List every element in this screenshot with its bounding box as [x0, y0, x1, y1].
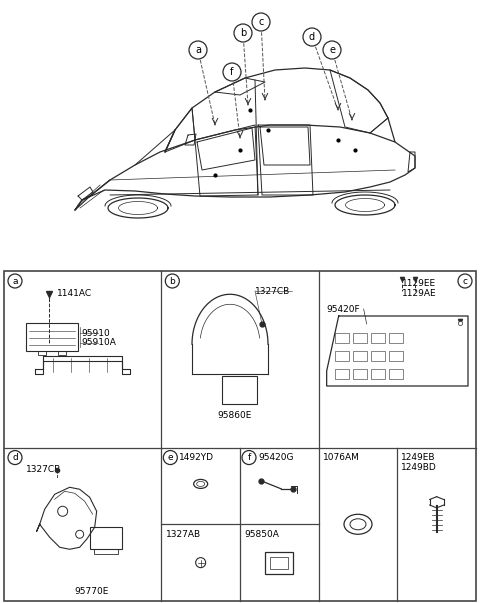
Text: f: f	[247, 453, 251, 462]
Circle shape	[8, 274, 22, 288]
Text: 95770E: 95770E	[75, 587, 109, 596]
Bar	[335, 369, 348, 379]
Text: 95860E: 95860E	[218, 411, 252, 420]
Bar	[389, 351, 403, 361]
Bar	[371, 369, 384, 379]
Text: b: b	[240, 28, 246, 38]
Text: 1076AM: 1076AM	[323, 453, 360, 462]
Circle shape	[189, 41, 207, 59]
Bar	[222, 376, 257, 404]
Text: 1249BD: 1249BD	[401, 463, 437, 472]
Circle shape	[165, 274, 180, 288]
Bar	[335, 333, 348, 343]
Text: 1249EB: 1249EB	[401, 453, 436, 462]
Bar	[353, 333, 367, 343]
Bar	[335, 351, 348, 361]
Bar	[389, 369, 403, 379]
Text: 1129EE: 1129EE	[402, 279, 436, 288]
Text: c: c	[463, 277, 468, 285]
Bar	[265, 552, 293, 573]
Circle shape	[8, 450, 22, 464]
Text: 1327CB: 1327CB	[26, 465, 61, 474]
Text: 95850A: 95850A	[244, 530, 279, 538]
Bar	[371, 333, 384, 343]
Text: 1327CB: 1327CB	[255, 286, 290, 295]
Text: e: e	[329, 45, 335, 55]
Text: a: a	[195, 45, 201, 55]
Circle shape	[252, 13, 270, 31]
Circle shape	[223, 63, 241, 81]
Bar	[58, 352, 66, 355]
Text: 95420G: 95420G	[258, 453, 293, 462]
Text: 1141AC: 1141AC	[57, 289, 92, 298]
Bar	[389, 333, 403, 343]
Bar	[353, 351, 367, 361]
Bar	[353, 369, 367, 379]
Circle shape	[242, 450, 256, 464]
Circle shape	[323, 41, 341, 59]
Text: f: f	[230, 67, 234, 77]
Text: 1492YD: 1492YD	[180, 453, 215, 462]
Text: 1129AE: 1129AE	[402, 288, 437, 297]
Bar	[4, 271, 476, 601]
Text: 95910: 95910	[81, 329, 110, 338]
Circle shape	[458, 274, 472, 288]
Text: c: c	[258, 17, 264, 27]
Text: d: d	[309, 32, 315, 42]
Bar	[371, 351, 384, 361]
Text: e: e	[168, 453, 173, 462]
Circle shape	[163, 450, 177, 464]
Bar	[94, 549, 118, 554]
Bar	[90, 527, 121, 549]
Text: 1327AB: 1327AB	[167, 530, 202, 538]
Circle shape	[303, 28, 321, 46]
Bar	[38, 352, 46, 355]
Text: 95420F: 95420F	[327, 305, 360, 314]
Text: d: d	[12, 453, 18, 462]
Text: b: b	[169, 277, 175, 285]
Text: a: a	[12, 277, 18, 285]
Text: 95910A: 95910A	[81, 338, 116, 347]
Bar	[270, 557, 288, 569]
Circle shape	[234, 24, 252, 42]
